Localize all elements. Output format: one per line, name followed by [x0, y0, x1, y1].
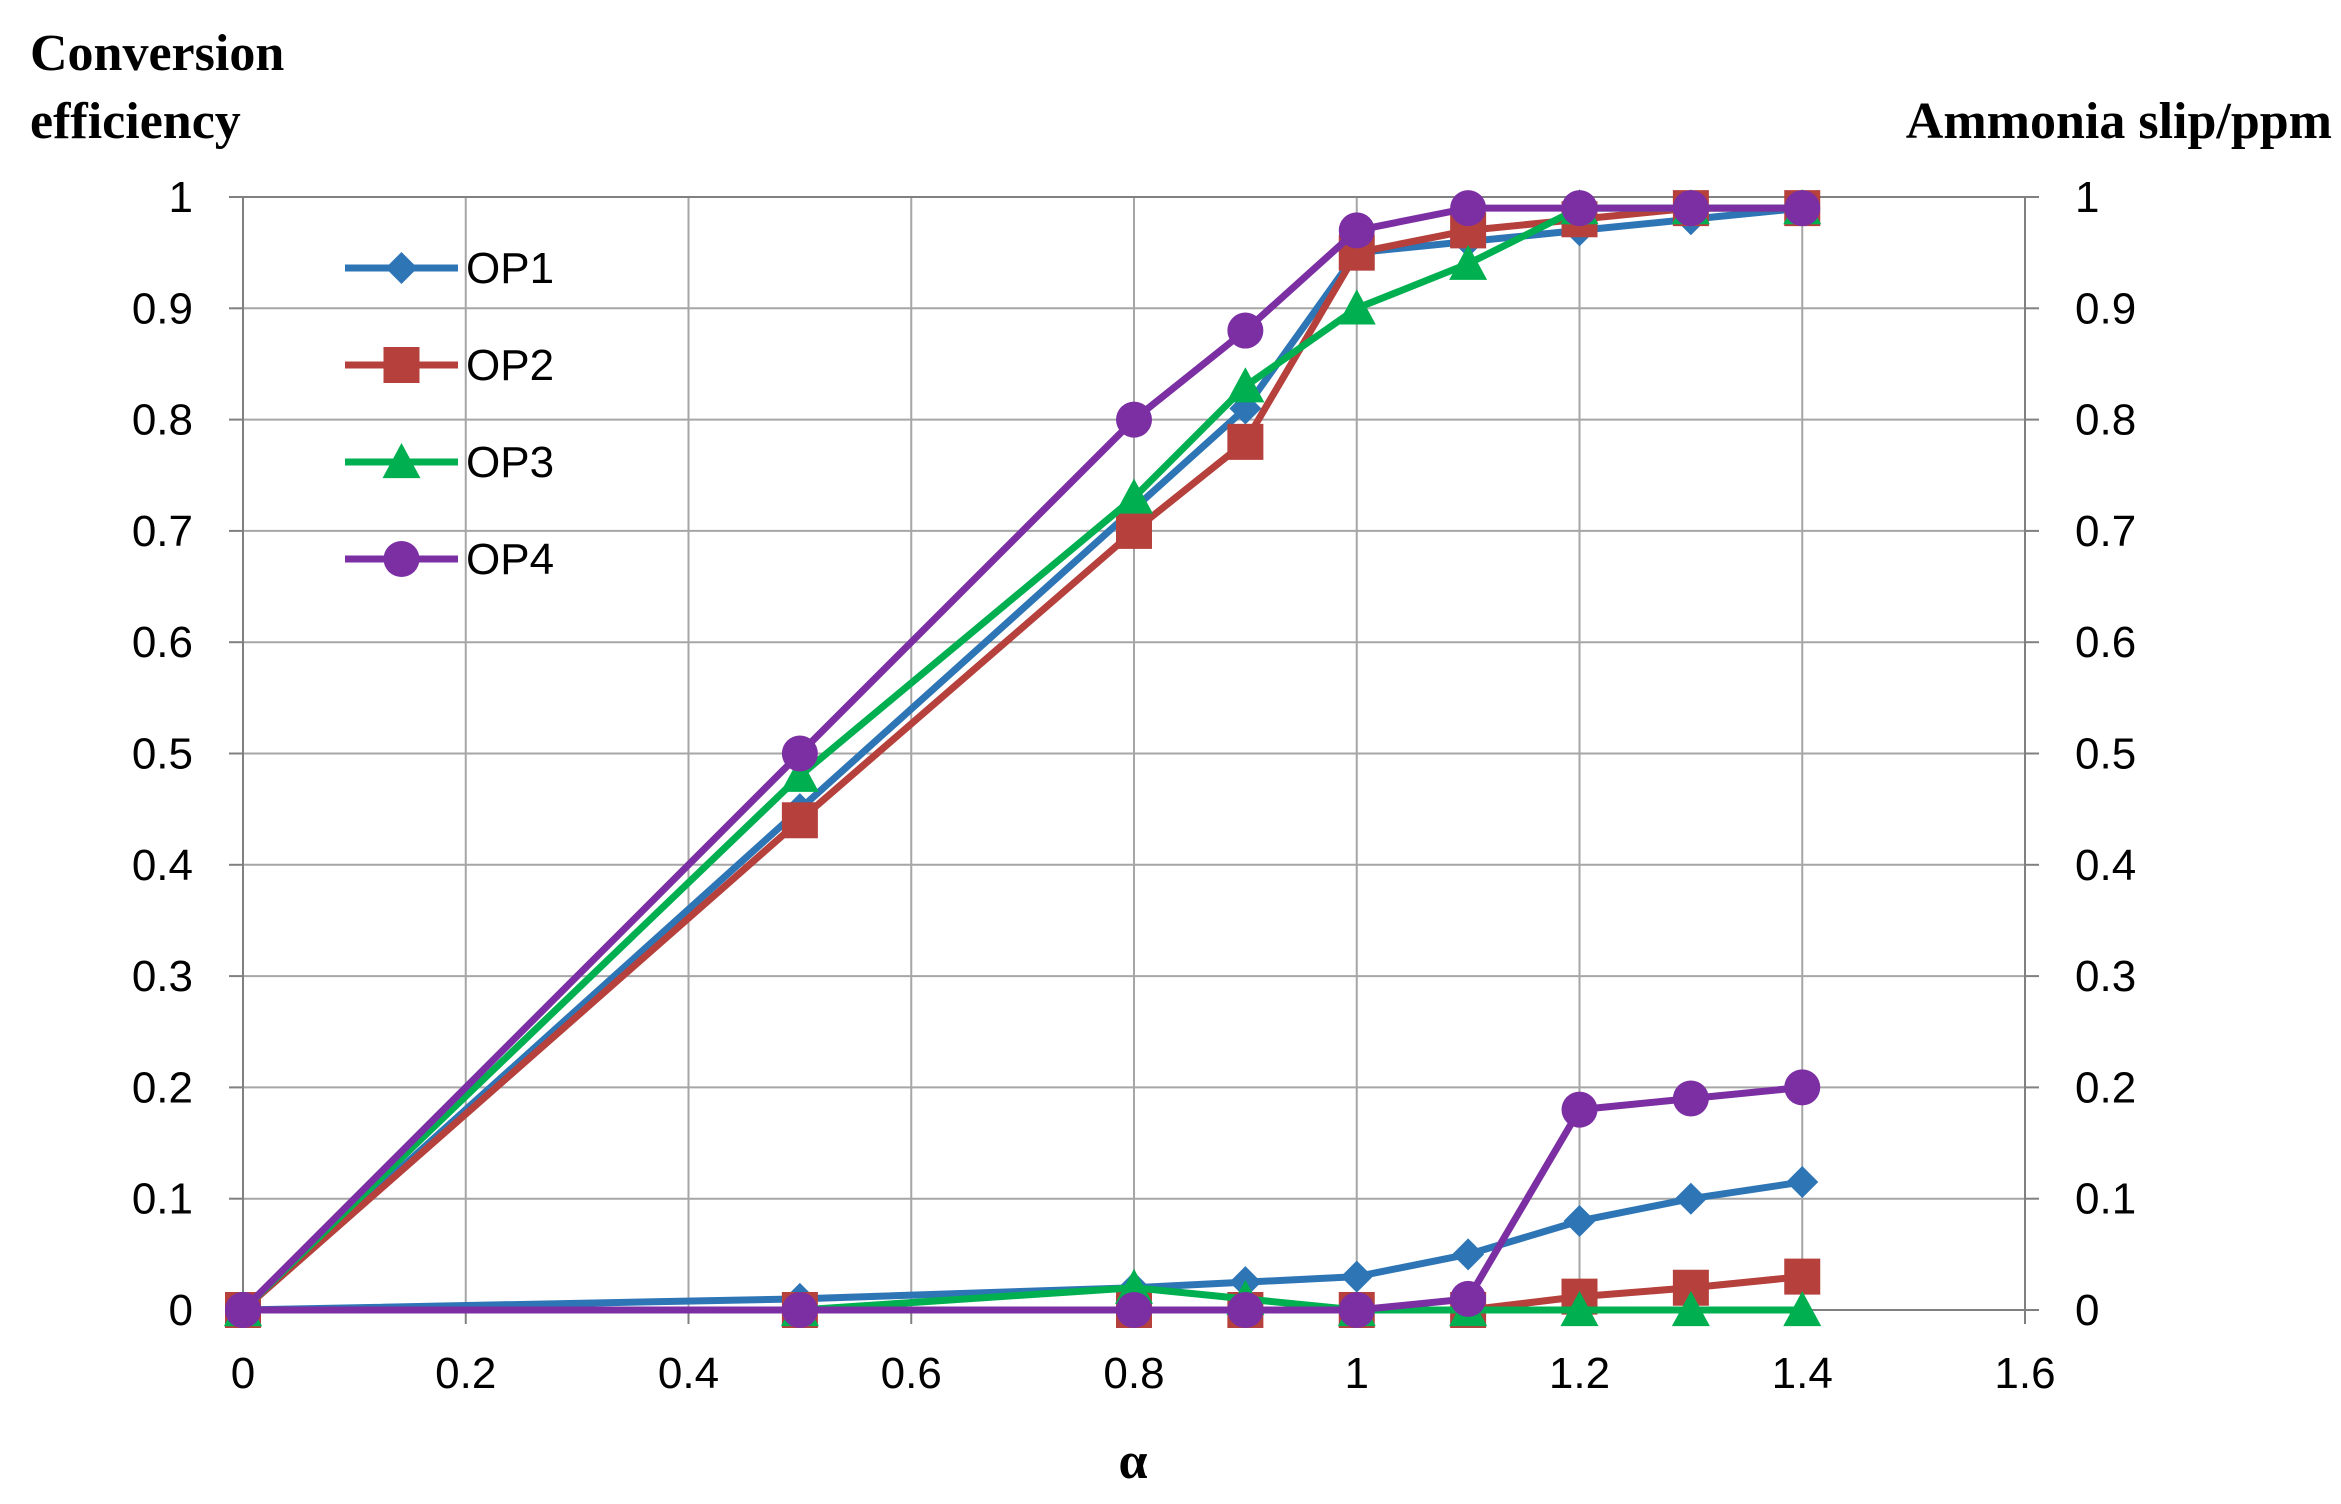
- y-tick-label-right: 0.5: [2075, 730, 2136, 779]
- op3-conversion-point: [1449, 244, 1488, 280]
- legend: OP1 OP2 OP3 OP4: [345, 244, 554, 584]
- op1-ammonia-slip-point: [1563, 1204, 1596, 1237]
- y-tick-label-right: 0.1: [2075, 1175, 2136, 1224]
- x-tick-label: 1.6: [1994, 1349, 2055, 1398]
- x-tick-label: 1.2: [1549, 1349, 1610, 1398]
- op4-ammonia-slip-point: [1784, 1069, 1821, 1106]
- op3-ammonia-slip-point: [1783, 1291, 1822, 1327]
- x-tick-label: 1.4: [1772, 1349, 1833, 1398]
- legend-marker-op1: [385, 252, 418, 284]
- op4-ammonia-slip-point: [1561, 1091, 1598, 1128]
- op4-conversion-point: [1450, 190, 1487, 227]
- op1-ammonia-slip-point: [1674, 1182, 1707, 1215]
- op3-conversion-point: [1115, 478, 1153, 514]
- legend-label-op2: OP2: [466, 341, 554, 390]
- y-axis-left-title-line1: Conversion: [30, 25, 284, 82]
- op4-ammonia-slip-point: [1450, 1280, 1487, 1317]
- op2-ammonia-slip-point: [1784, 1258, 1821, 1295]
- op3-conversion-point: [780, 756, 819, 792]
- y-tick-label-right: 0.3: [2075, 952, 2136, 1001]
- y-tick-label-right: 0.7: [2075, 507, 2136, 556]
- x-tick-label: 0.4: [658, 1349, 719, 1398]
- y-axis-left-title-line2: efficiency: [30, 93, 241, 150]
- x-tick-label: 0: [231, 1349, 255, 1398]
- legend-item-op2: OP2: [345, 341, 554, 390]
- y-tick-label-left: 0.2: [132, 1063, 193, 1112]
- op3-ammonia-slip-point: [1560, 1291, 1599, 1327]
- op2-conversion-point: [1227, 423, 1264, 460]
- x-axis-title: α: [1118, 1433, 1147, 1490]
- legend-item-op3: OP3: [345, 438, 554, 487]
- y-tick-label-left: 0.8: [132, 396, 193, 445]
- y-tick-label-right: 0.6: [2075, 618, 2136, 667]
- legend-marker-op4: [383, 541, 420, 577]
- y-axis-right-title: Ammonia slip/ppm: [1906, 93, 2332, 150]
- y-tick-label-left: 0.3: [132, 952, 193, 1001]
- y-tick-label-left: 0.6: [132, 618, 193, 667]
- y-tick-label-left: 0.1: [132, 1175, 193, 1224]
- op4-conversion-point: [1561, 190, 1598, 227]
- y-tick-label-right: 0.2: [2075, 1063, 2136, 1112]
- op4-conversion-point: [1227, 312, 1264, 349]
- legend-item-op4: OP4: [345, 535, 554, 584]
- op2-conversion-point: [1116, 512, 1152, 549]
- op4-ammonia-slip-point: [781, 1292, 818, 1328]
- x-tick-label: 0.8: [1103, 1349, 1164, 1398]
- legend-marker-op2: [383, 347, 420, 383]
- x-tick-label: 1: [1345, 1349, 1369, 1398]
- op1-ammonia-slip-point: [1452, 1238, 1485, 1271]
- op4-ammonia-slip-point: [1116, 1292, 1152, 1328]
- y-tick-label-right: 0.9: [2075, 284, 2136, 333]
- op3-conversion-point: [1337, 289, 1376, 325]
- y-tick-label-left: 0: [169, 1286, 193, 1335]
- y-tick-label-left: 0.4: [132, 841, 193, 890]
- op4-conversion-point: [781, 735, 818, 772]
- op4-ammonia-slip-point: [1227, 1292, 1264, 1328]
- op2-conversion-point: [781, 802, 818, 839]
- op4-conversion-point: [1672, 190, 1709, 227]
- y-tick-label-right: 0.4: [2075, 841, 2136, 890]
- y-tick-label-left: 1: [169, 173, 193, 222]
- op1-ammonia-slip-point: [1340, 1260, 1373, 1293]
- op4-conversion-point: [1338, 212, 1375, 249]
- data-series: [224, 189, 1822, 1328]
- legend-item-op1: OP1: [345, 244, 554, 293]
- op4-conversion-point: [1116, 401, 1152, 438]
- op4-ammonia-slip-point: [225, 1292, 261, 1328]
- op4-ammonia-slip-point: [1672, 1080, 1709, 1117]
- y-tick-label-right: 0.8: [2075, 396, 2136, 445]
- y-tick-label-right: 1: [2075, 173, 2099, 222]
- x-tick-label: 0.2: [435, 1349, 496, 1398]
- op1-ammonia-slip-point: [1786, 1166, 1819, 1199]
- op4-conversion-point: [1784, 190, 1821, 227]
- series-op4: [225, 190, 1821, 1328]
- y-tick-label-left: 0.7: [132, 507, 193, 556]
- y-tick-label-left: 0.5: [132, 730, 193, 779]
- y-tick-label-right: 0: [2075, 1286, 2099, 1335]
- op4-ammonia-slip-point: [1338, 1292, 1375, 1328]
- y-tick-label-left: 0.9: [132, 284, 193, 333]
- legend-label-op3: OP3: [466, 438, 554, 487]
- x-tick-label: 0.6: [881, 1349, 942, 1398]
- legend-label-op4: OP4: [466, 535, 554, 584]
- op3-ammonia-slip-point: [1671, 1291, 1710, 1327]
- legend-marker-op3: [382, 443, 421, 479]
- op3-conversion-point: [1226, 367, 1265, 403]
- legend-label-op1: OP1: [466, 244, 554, 293]
